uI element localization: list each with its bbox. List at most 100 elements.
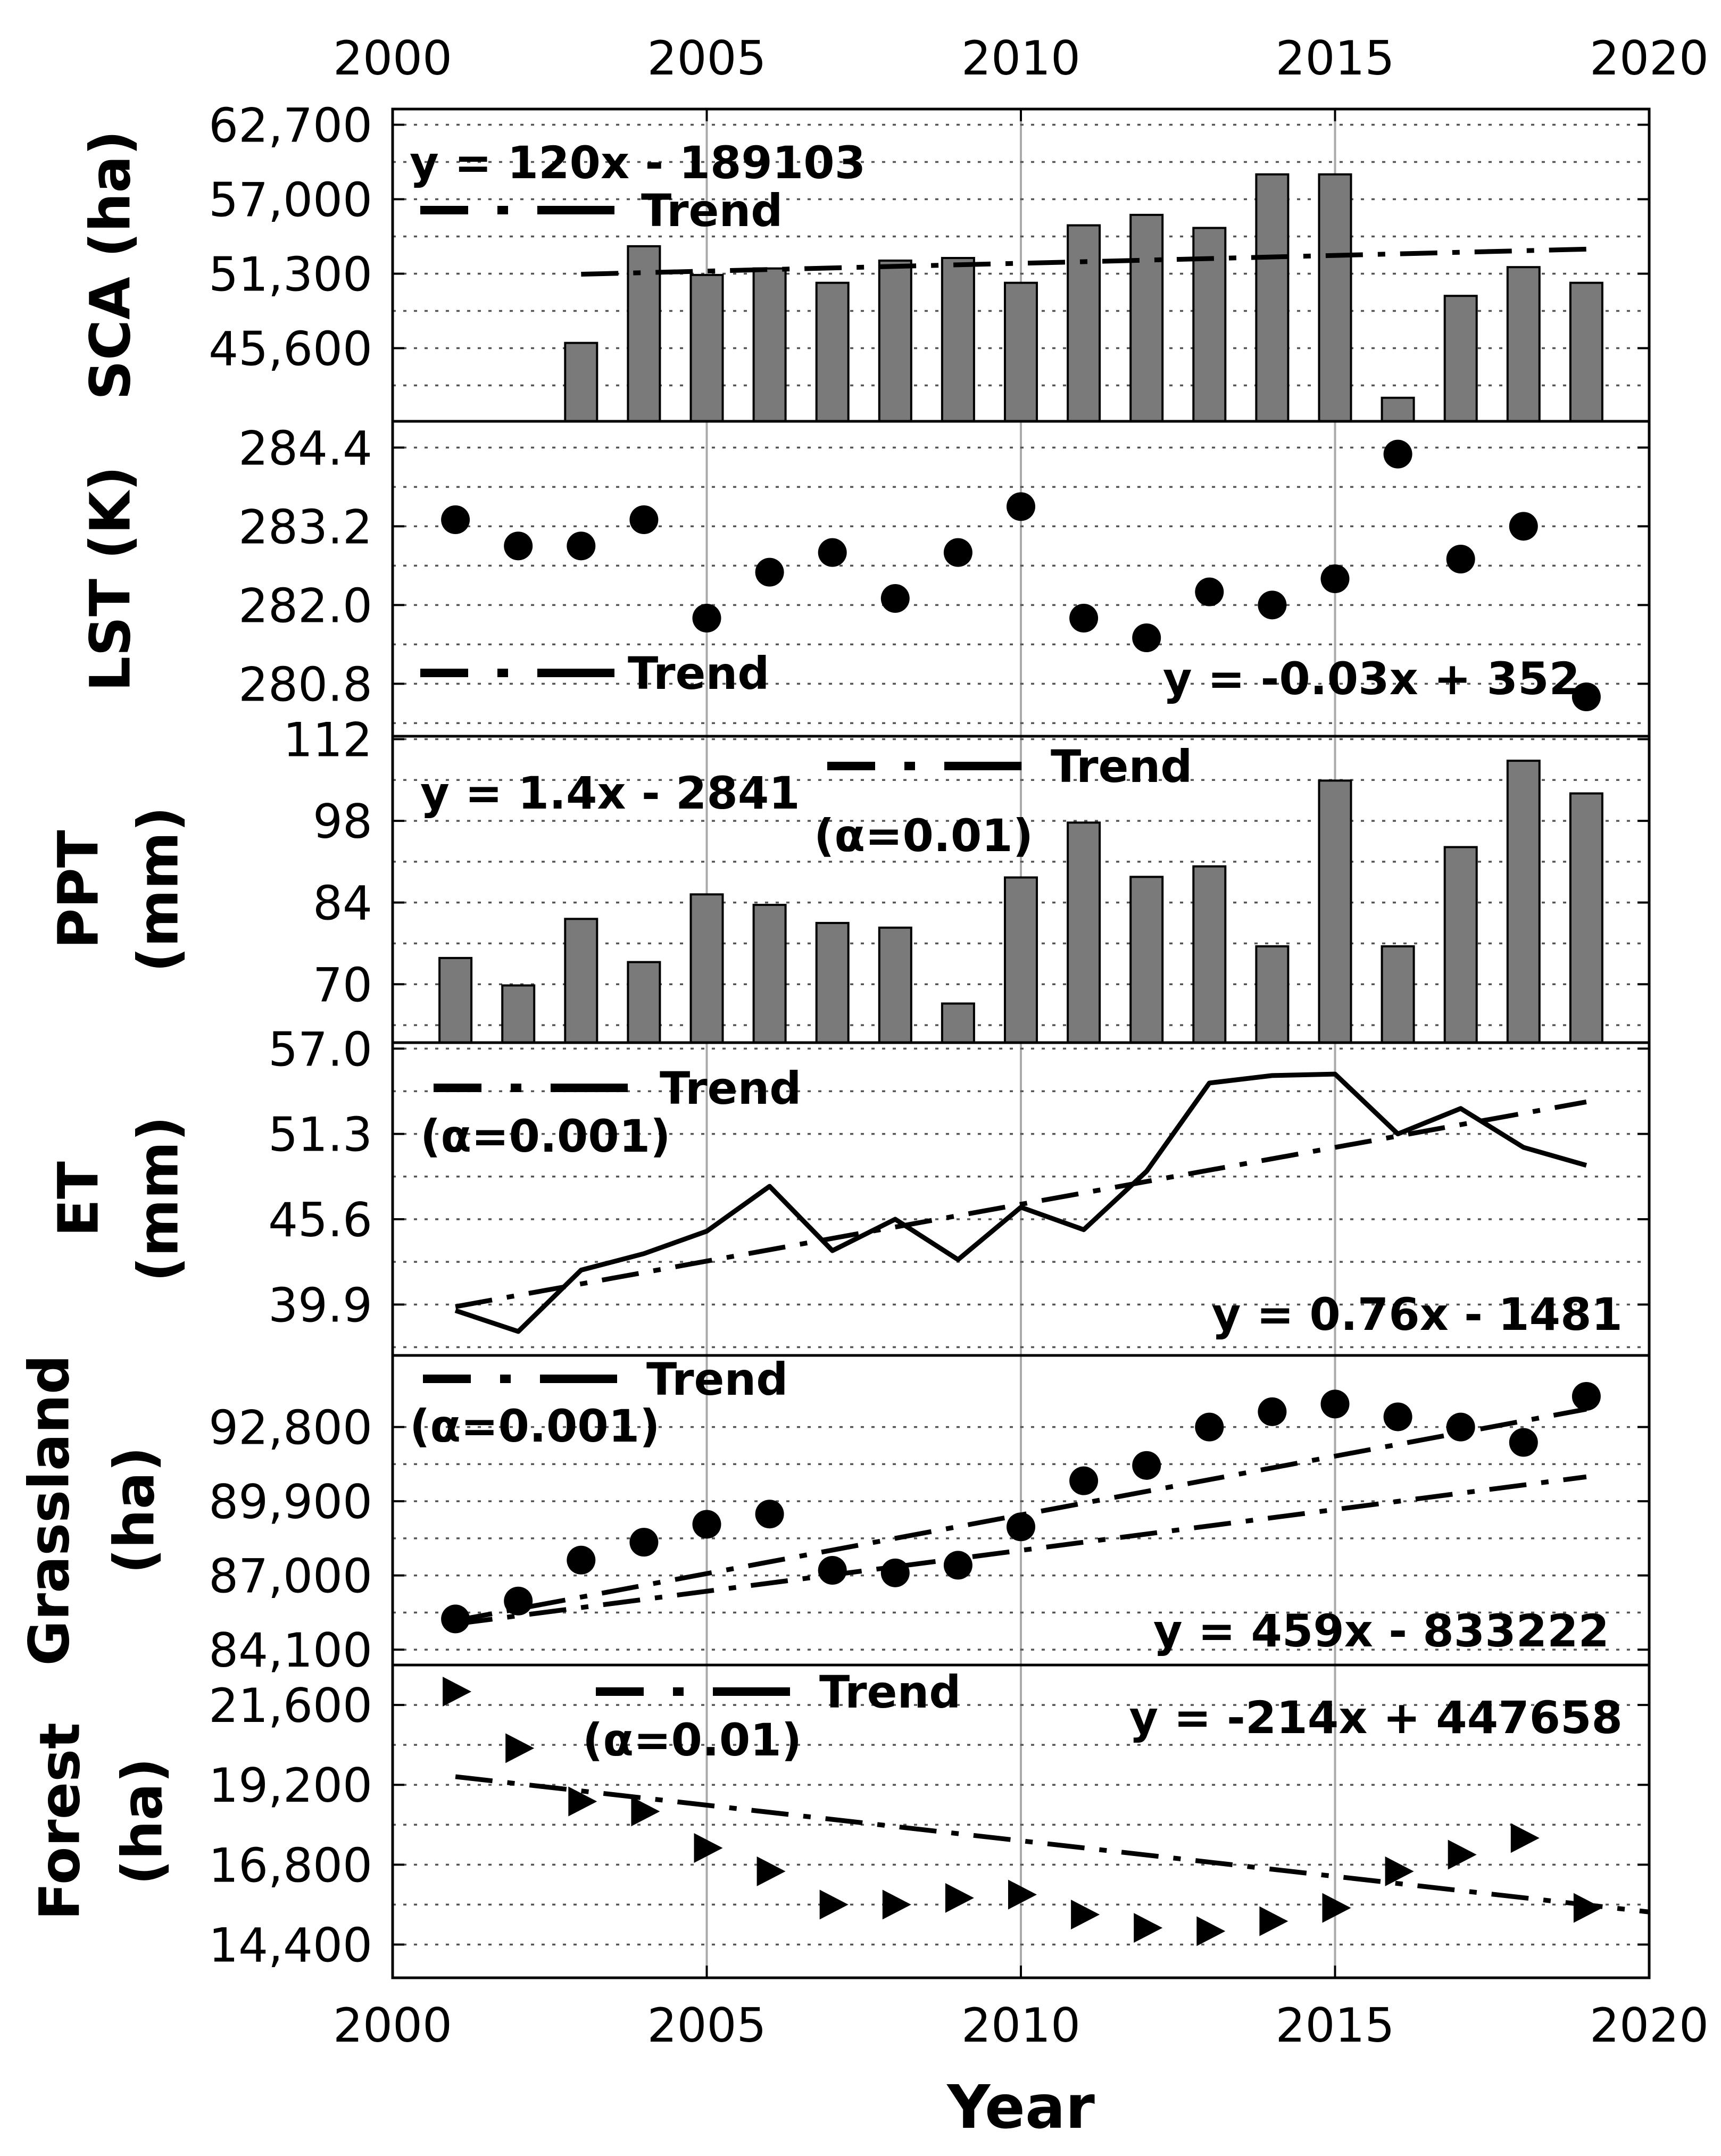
forest-trend-equation: y = -214x + 447658 — [1129, 1692, 1623, 1744]
ppt-bar-2016 — [1381, 945, 1415, 1044]
grassland-point-2007 — [818, 1556, 847, 1585]
lst-point-2017 — [1446, 545, 1475, 573]
grassland-point-2019 — [1572, 1381, 1601, 1411]
ppt-bar-2009 — [941, 1002, 975, 1044]
forest-point-2005 — [694, 1833, 723, 1863]
lst-point-2010 — [1007, 492, 1035, 521]
lst-y-tick-label: 282.0 — [238, 578, 372, 633]
lst-point-2002 — [504, 531, 533, 561]
x-tick-label-bottom: 2000 — [333, 1998, 452, 2053]
grassland-y-tick-label: 84,100 — [209, 1623, 372, 1678]
grassland-y-tick-label: 89,900 — [209, 1475, 372, 1529]
grassland-point-2012 — [1132, 1451, 1161, 1480]
lst-legend-label: Trend — [628, 647, 769, 700]
sca-bar-2003 — [564, 342, 598, 422]
ppt-bar-2004 — [627, 961, 661, 1044]
forest-point-2012 — [1134, 1913, 1163, 1943]
et-trend-equation: y = 0.76x - 1481 — [1212, 1288, 1623, 1341]
sca-y-tick-label: 45,600 — [209, 321, 372, 376]
sca-y-tick-label: 62,700 — [209, 98, 372, 153]
et-legend-label: Trend — [660, 1062, 801, 1114]
x-tick-label-top: 2020 — [1590, 31, 1709, 86]
sca-bar-2016 — [1381, 396, 1415, 422]
grassland-point-2006 — [755, 1500, 784, 1529]
ppt-bar-2008 — [878, 926, 912, 1044]
sca-bar-2019 — [1569, 281, 1603, 423]
lst-point-2004 — [629, 505, 659, 534]
sca-bar-2017 — [1443, 295, 1478, 423]
grassland-y-axis-title: (ha) — [102, 1446, 167, 1574]
forest-point-2007 — [819, 1889, 849, 1920]
forest-significance: (α=0.01) — [583, 1714, 802, 1766]
et-trend-line — [455, 1099, 1587, 1309]
grassland-legend-label: Trend — [646, 1353, 788, 1405]
lst-y-tick-label: 284.4 — [238, 421, 372, 476]
sca-bar-2018 — [1506, 266, 1541, 422]
grassland-point-2015 — [1320, 1389, 1350, 1419]
sca-bar-2010 — [1004, 281, 1038, 423]
grassland-y-tick-label: 87,000 — [209, 1549, 372, 1604]
ppt-y-tick-label: 84 — [313, 876, 372, 931]
forest-point-2002 — [505, 1733, 535, 1763]
x-tick-label-bottom: 2020 — [1590, 1998, 1709, 2053]
grassland-point-2003 — [567, 1545, 596, 1575]
ppt-bar-2012 — [1129, 876, 1164, 1044]
lst-point-2013 — [1195, 577, 1224, 606]
ppt-bar-2015 — [1318, 779, 1352, 1044]
sca-bar-2015 — [1318, 173, 1352, 422]
et-y-tick-label: 39.9 — [268, 1278, 372, 1333]
lst-point-2011 — [1069, 604, 1099, 632]
lst-point-2014 — [1258, 590, 1287, 620]
forest-legend-label: Trend — [819, 1666, 961, 1718]
forest-y-axis-title: Forest — [27, 1722, 92, 1920]
ppt-bar-2007 — [815, 922, 850, 1044]
grassland-point-2010 — [1007, 1512, 1035, 1542]
ppt-significance: (α=0.01) — [814, 810, 1033, 862]
x-tick-label-bottom: 2015 — [1276, 1998, 1395, 2053]
frame-layer — [391, 107, 1651, 1979]
sca-legend-label: Trend — [641, 185, 783, 237]
forest-point-2019 — [1573, 1893, 1602, 1923]
forest-point-2009 — [945, 1883, 974, 1913]
ppt-bar-2005 — [689, 893, 724, 1044]
forest-point-2001 — [443, 1677, 472, 1707]
sca-bar-2012 — [1129, 213, 1164, 422]
grassland-point-2004 — [629, 1528, 659, 1557]
forest-point-2013 — [1196, 1916, 1226, 1946]
x-tick-label-bottom: 2010 — [961, 1998, 1080, 2053]
et-y-axis-title: (mm) — [126, 1116, 190, 1282]
lst-point-2001 — [441, 505, 470, 534]
forest-panel-frame — [391, 1663, 1651, 1979]
lst-point-2016 — [1383, 439, 1412, 469]
et-y-axis-title: ET — [46, 1161, 111, 1237]
grassland-point-2013 — [1195, 1412, 1224, 1442]
ppt-bar-2011 — [1067, 821, 1101, 1044]
grassland-y-axis-title: Grassland — [16, 1355, 81, 1666]
grassland-y-tick-label: 92,800 — [209, 1401, 372, 1455]
x-axis-title: Year — [946, 2073, 1095, 2142]
forest-y-axis-title: (ha) — [110, 1758, 174, 1885]
ppt-bar-2002 — [501, 984, 536, 1044]
ppt-bar-2018 — [1506, 760, 1541, 1044]
ppt-legend-label: Trend — [1051, 740, 1192, 793]
text-layer: 2000 2000 2005 2005 2010 2010 2015 2015 2020 2020… — [16, 31, 1709, 2142]
sca-bar-2006 — [752, 267, 787, 422]
forest-point-2015 — [1322, 1893, 1351, 1923]
grassland-point-2009 — [943, 1551, 972, 1580]
forest-trend-line — [455, 1774, 1650, 1914]
lst-point-2005 — [692, 604, 721, 632]
data-layer — [420, 173, 1650, 1946]
ppt-bar-2013 — [1192, 865, 1227, 1044]
grassland-trend-equation: y = 459x - 833222 — [1153, 1605, 1609, 1657]
lst-point-2019 — [1572, 682, 1601, 711]
ppt-bar-2019 — [1569, 792, 1603, 1044]
sca-bar-2005 — [689, 273, 724, 423]
lst-point-2007 — [818, 538, 847, 567]
et-y-tick-label: 45.6 — [268, 1193, 372, 1247]
x-tick-label-top: 2000 — [333, 31, 452, 86]
grassland-point-2018 — [1509, 1428, 1538, 1457]
sca-bar-2007 — [815, 281, 850, 423]
x-tick-label-top: 2005 — [647, 31, 767, 86]
ppt-bar-2017 — [1443, 846, 1478, 1044]
